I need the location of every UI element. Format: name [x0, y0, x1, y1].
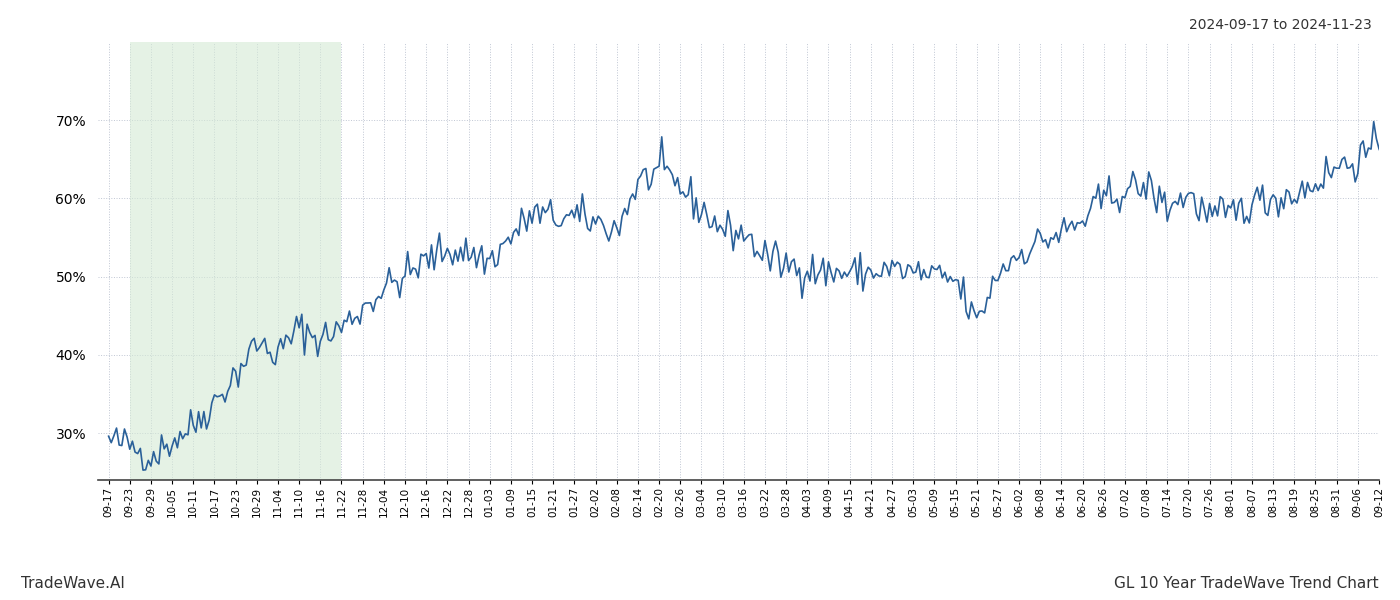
- Text: GL 10 Year TradeWave Trend Chart: GL 10 Year TradeWave Trend Chart: [1114, 576, 1379, 591]
- Text: TradeWave.AI: TradeWave.AI: [21, 576, 125, 591]
- Text: 2024-09-17 to 2024-11-23: 2024-09-17 to 2024-11-23: [1189, 18, 1372, 32]
- Bar: [130, 42, 342, 480]
